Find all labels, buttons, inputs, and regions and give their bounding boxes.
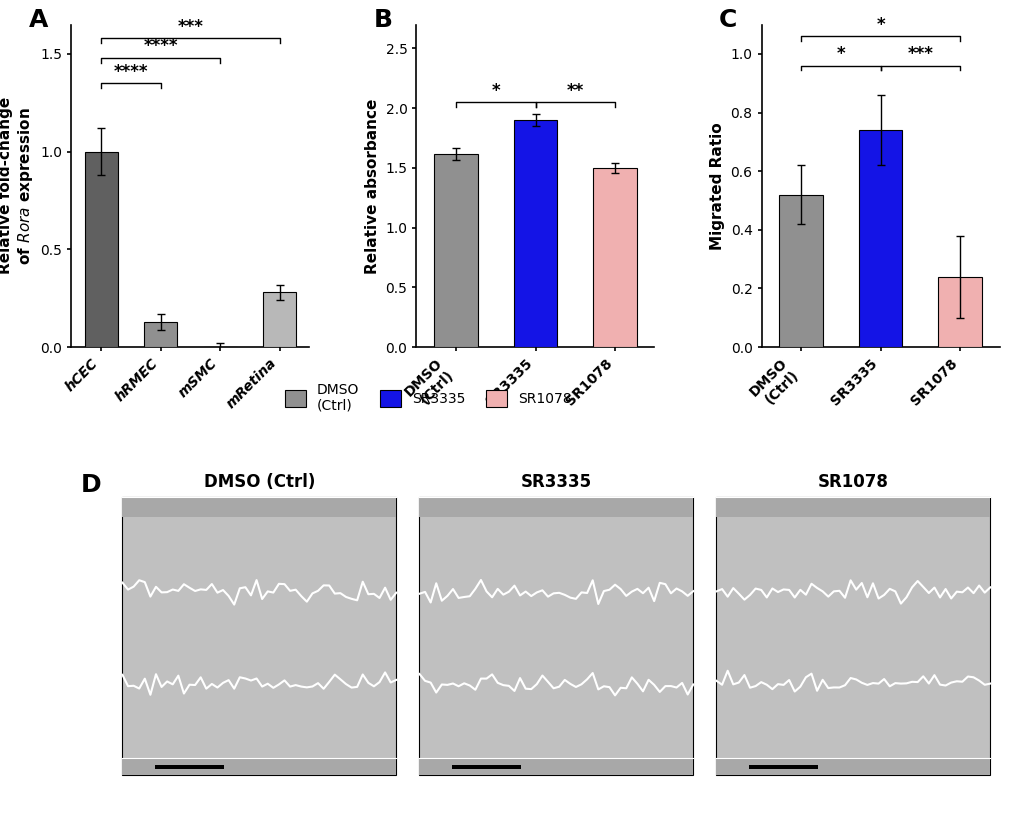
Text: ****: **** bbox=[113, 63, 148, 81]
Bar bbox=[858, 130, 902, 347]
Text: B: B bbox=[373, 8, 392, 33]
Legend: DMSO
(Ctrl), SR3335, SR1078: DMSO (Ctrl), SR3335, SR1078 bbox=[279, 377, 577, 419]
Text: ***: *** bbox=[177, 18, 203, 36]
Text: D: D bbox=[81, 473, 101, 497]
Text: *: * bbox=[836, 45, 845, 63]
Y-axis label: Relative absorbance: Relative absorbance bbox=[365, 98, 379, 273]
Bar bbox=[592, 168, 636, 347]
FancyBboxPatch shape bbox=[749, 766, 817, 770]
Text: A: A bbox=[29, 8, 48, 33]
Text: SR3335: SR3335 bbox=[521, 473, 591, 491]
FancyBboxPatch shape bbox=[155, 766, 223, 770]
Text: SR1078: SR1078 bbox=[817, 473, 888, 491]
FancyBboxPatch shape bbox=[122, 757, 396, 775]
FancyBboxPatch shape bbox=[122, 497, 396, 775]
Text: C: C bbox=[718, 8, 737, 33]
Text: DMSO (Ctrl): DMSO (Ctrl) bbox=[204, 473, 315, 491]
FancyBboxPatch shape bbox=[715, 497, 989, 775]
Text: ****: **** bbox=[144, 37, 177, 55]
Y-axis label: Migrated Ratio: Migrated Ratio bbox=[709, 122, 725, 249]
FancyBboxPatch shape bbox=[122, 497, 396, 517]
Bar bbox=[779, 195, 822, 347]
Bar bbox=[514, 120, 556, 347]
Text: ***: *** bbox=[907, 45, 932, 63]
Bar bbox=[85, 151, 117, 347]
Text: **: ** bbox=[566, 82, 583, 100]
Text: *: * bbox=[491, 82, 499, 100]
Bar bbox=[937, 276, 981, 347]
Bar bbox=[144, 321, 177, 347]
FancyBboxPatch shape bbox=[451, 766, 521, 770]
FancyBboxPatch shape bbox=[715, 497, 989, 517]
FancyBboxPatch shape bbox=[419, 497, 693, 775]
FancyBboxPatch shape bbox=[715, 757, 989, 775]
Y-axis label: Relative fold-change
of $\it{Rora}$ expression: Relative fold-change of $\it{Rora}$ expr… bbox=[0, 97, 35, 275]
Bar bbox=[434, 154, 478, 347]
Text: *: * bbox=[875, 16, 884, 34]
FancyBboxPatch shape bbox=[419, 497, 693, 517]
FancyBboxPatch shape bbox=[419, 757, 693, 775]
Bar bbox=[263, 292, 296, 347]
